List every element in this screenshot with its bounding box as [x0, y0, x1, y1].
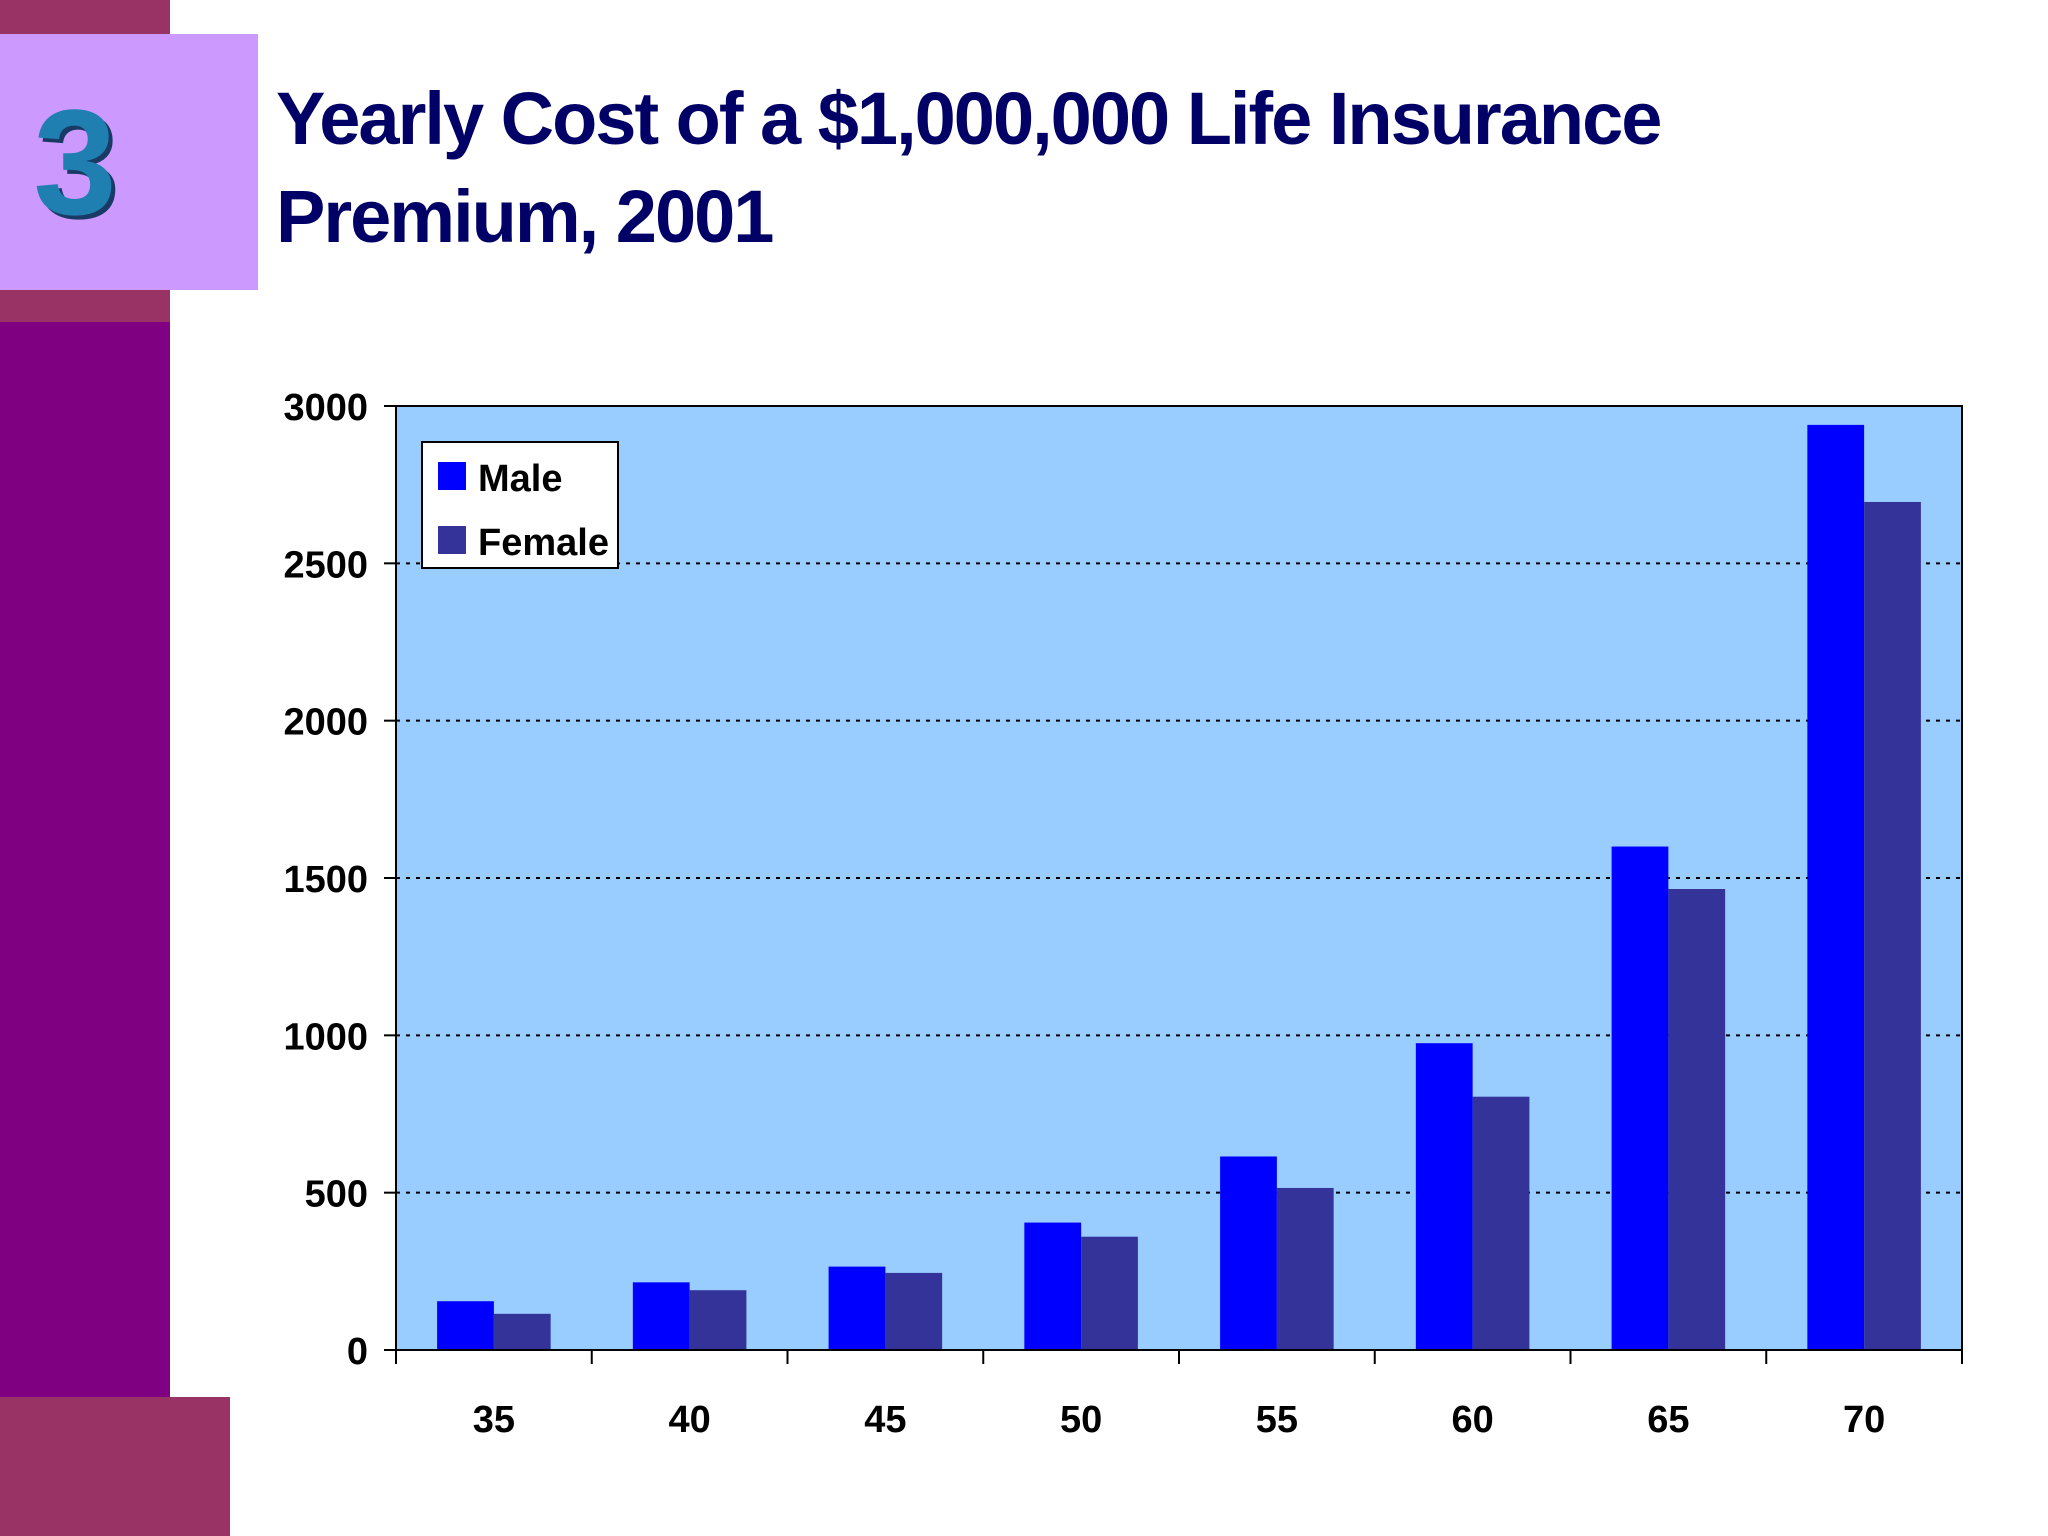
x-tick-label: 60	[1451, 1399, 1493, 1441]
bar-male	[632, 1282, 690, 1350]
bar-female	[1864, 501, 1921, 1350]
bar-male	[1611, 846, 1669, 1350]
bar-male	[1807, 424, 1865, 1350]
y-tick-label: 3000	[283, 387, 368, 429]
bar-female	[493, 1313, 551, 1350]
y-axis-tick-labels: 0 500 1000 1500 2000 2500 3000	[283, 387, 368, 1373]
bar-female	[689, 1290, 747, 1350]
corner-accent-block	[0, 1397, 230, 1536]
legend-label: Female	[478, 522, 609, 564]
bar-female	[1668, 889, 1726, 1350]
bar-female	[1472, 1096, 1530, 1350]
legend-label: Male	[478, 458, 562, 500]
legend: Male Female	[421, 441, 619, 569]
legend-swatch	[438, 526, 466, 554]
x-tick-label: 45	[864, 1399, 906, 1441]
axes	[384, 405, 1963, 1364]
slide-title: Yearly Cost of a $1,000,000 Life Insuran…	[276, 77, 1662, 258]
bar-female	[885, 1272, 943, 1350]
bar-male	[1024, 1222, 1082, 1350]
x-tick-label: 35	[473, 1399, 515, 1441]
bar-female	[1081, 1236, 1138, 1350]
y-tick-label: 500	[305, 1174, 368, 1216]
x-tick-label: 65	[1647, 1399, 1689, 1441]
y-tick-label: 0	[347, 1331, 368, 1373]
slide-number: 3	[33, 77, 117, 246]
side-accent-band-top	[0, 0, 170, 36]
bar-male	[1220, 1156, 1277, 1350]
bar-male	[828, 1266, 886, 1350]
y-tick-label: 2000	[283, 702, 368, 744]
x-tick-label: 40	[668, 1399, 710, 1441]
x-axis-tick-labels: 35 40 45 50 55 60 65 70	[473, 1399, 1886, 1441]
x-tick-label: 55	[1256, 1399, 1298, 1441]
bars	[437, 424, 1921, 1350]
bar-male	[1415, 1043, 1473, 1350]
y-tick-label: 1500	[283, 859, 368, 901]
y-tick-label: 2500	[283, 544, 368, 586]
y-tick-label: 1000	[283, 1016, 368, 1058]
legend-swatch	[438, 462, 466, 490]
slide-number-box: 3	[0, 34, 258, 290]
x-tick-label: 50	[1060, 1399, 1102, 1441]
gridlines	[396, 405, 1962, 1194]
bar-female	[1276, 1187, 1334, 1350]
bar-male	[437, 1301, 494, 1350]
x-tick-label: 70	[1843, 1399, 1885, 1441]
side-accent-band-middle	[0, 288, 170, 322]
